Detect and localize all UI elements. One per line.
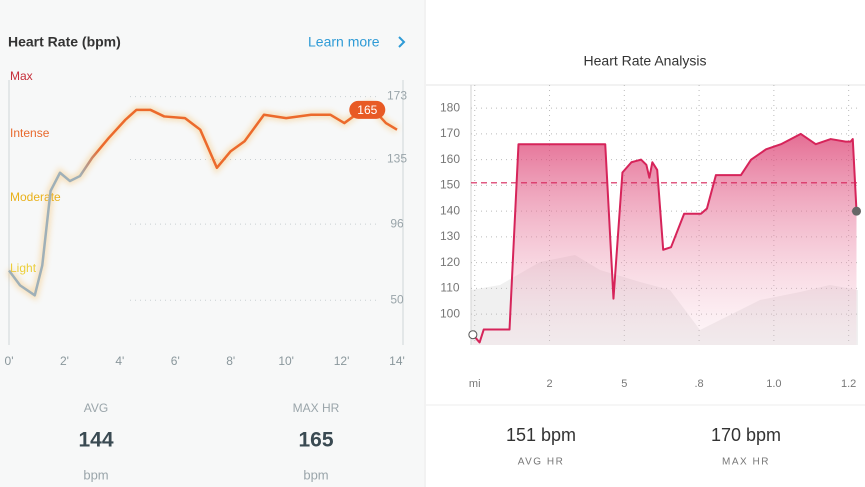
x-tick-label: 5 xyxy=(621,378,627,390)
stat-label: AVG HR xyxy=(518,457,565,468)
stat-number: 151 xyxy=(506,425,536,445)
left-panel xyxy=(0,0,424,487)
stat-unit: bpm xyxy=(541,425,576,445)
y-tick-label: 140 xyxy=(440,203,460,217)
y-tick-label: 150 xyxy=(440,178,460,192)
x-tick-label: mi xyxy=(469,378,481,390)
x-tick-label: 1.0 xyxy=(766,378,781,390)
y-tick-label: 110 xyxy=(440,281,459,295)
right-title: Heart Rate Analysis xyxy=(584,53,707,69)
y-tick-label: 130 xyxy=(440,229,460,243)
y-tick-label: 180 xyxy=(440,100,460,114)
x-tick-label: .8 xyxy=(694,378,703,390)
stat-unit: bpm xyxy=(83,467,108,482)
zone-label: Intense xyxy=(10,126,50,140)
peak-bubble-box xyxy=(349,100,386,119)
y-tick-label: 100 xyxy=(440,306,460,320)
x-tick-label: 2 xyxy=(546,378,552,390)
heart-rate-area xyxy=(472,133,857,345)
peak-bubble: 165 xyxy=(349,100,386,119)
y-tick-label: 170 xyxy=(440,126,460,140)
stat-label: MAX HR xyxy=(722,457,770,468)
peak-label: 165 xyxy=(357,103,377,117)
y-tick-label: 50 xyxy=(390,292,404,306)
x-tick-label: 2' xyxy=(60,354,69,368)
end-point xyxy=(852,206,862,216)
left-title: Heart Rate (bpm) xyxy=(8,34,121,50)
x-tick-label: 8' xyxy=(226,354,235,368)
x-tick-label: 10' xyxy=(278,354,294,368)
stat-unit: bpm xyxy=(303,467,328,482)
chevron[interactable] xyxy=(398,36,406,48)
x-tick-label: 6' xyxy=(171,354,180,368)
heart-rate-line xyxy=(472,132,858,344)
x-tick-label: 0' xyxy=(5,354,14,368)
x-tick-label: 14' xyxy=(389,354,405,368)
heart-rate-line xyxy=(7,103,398,297)
stat-value: 170 bpm xyxy=(711,425,781,445)
stat-label: MAX HR xyxy=(293,401,340,415)
start-point xyxy=(468,330,478,340)
x-tick-label: 1.2 xyxy=(841,378,856,390)
y-tick-label: 173 xyxy=(387,89,407,103)
y-tick-label: 135 xyxy=(387,152,407,166)
y-tick-label: 96 xyxy=(390,216,404,230)
stat-value: 165 xyxy=(298,429,333,452)
x-tick-label: 4' xyxy=(115,354,124,368)
x-tick-label: 12' xyxy=(334,354,350,368)
stat-value: 151 bpm xyxy=(506,425,576,445)
stat-unit: bpm xyxy=(746,425,781,445)
zone-label: Max xyxy=(10,69,33,83)
stat-label: AVG xyxy=(84,401,108,415)
stat-number: 170 xyxy=(711,425,741,445)
y-tick-label: 120 xyxy=(440,255,460,269)
stat-value: 144 xyxy=(78,429,113,452)
learn-more-link[interactable]: Learn more xyxy=(308,34,380,50)
y-tick-label: 160 xyxy=(440,152,460,166)
zone-label: Light xyxy=(10,261,37,275)
